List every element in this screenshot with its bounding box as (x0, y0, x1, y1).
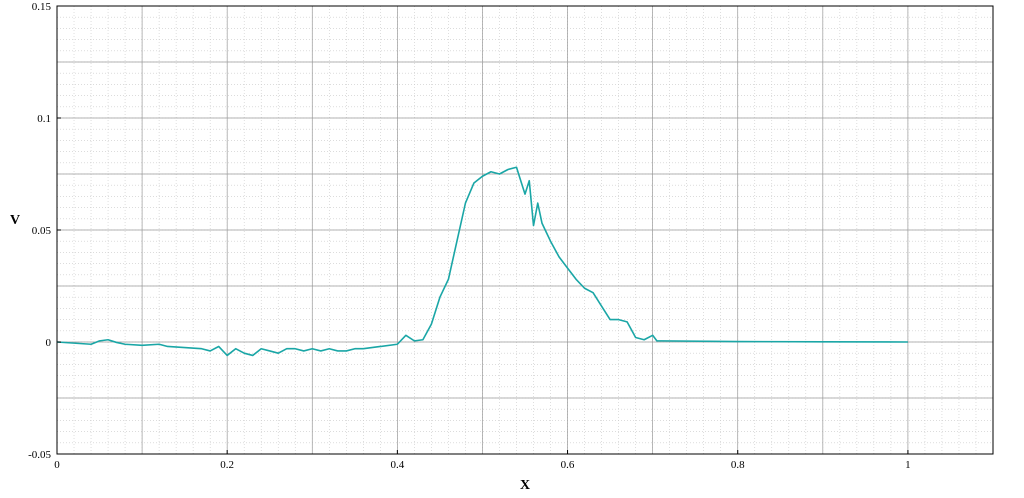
x-tick-label: 0.8 (731, 459, 745, 471)
y-tick-label: -0.05 (28, 449, 51, 461)
y-tick-label: 0.1 (37, 113, 51, 125)
x-tick-label: 0 (54, 459, 60, 471)
x-tick-label: 0.2 (220, 459, 234, 471)
y-tick-label: 0.05 (32, 225, 52, 237)
series-layer (56, 166, 908, 357)
y-tick-label: 0 (46, 337, 52, 349)
series-line-0 (56, 166, 908, 357)
x-tick-label: 0.4 (390, 459, 404, 471)
x-tick-label: 0.6 (561, 459, 575, 471)
x-axis-ticks: 0 0.2 0.4 0.6 0.8 1 (54, 450, 911, 471)
y-axis-ticks: -0.05 0 0.05 0.1 0.15 (28, 1, 61, 461)
x-tick-label: 1 (905, 459, 911, 471)
y-axis-label: V (10, 213, 20, 228)
x-axis-label: X (520, 478, 530, 493)
y-tick-label: 0.15 (32, 1, 52, 13)
